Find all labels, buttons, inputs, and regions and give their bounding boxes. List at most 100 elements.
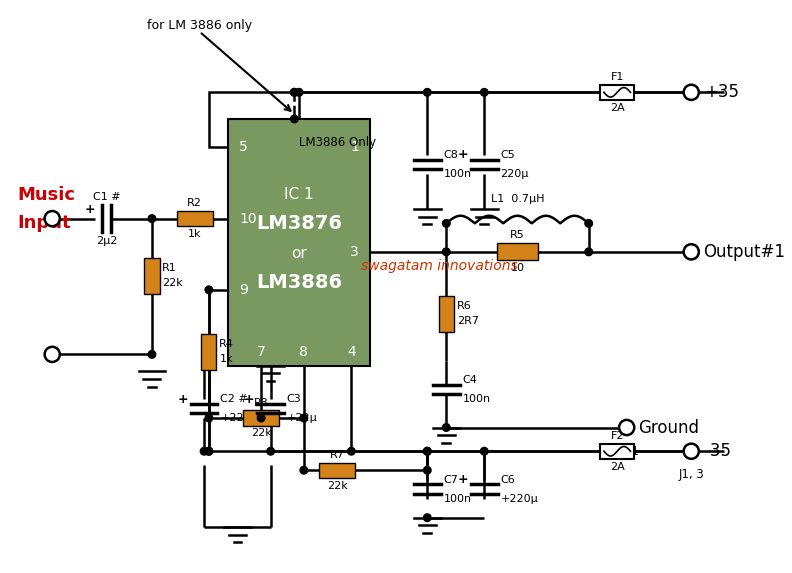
- Circle shape: [205, 286, 213, 293]
- Text: L1  0.7μH: L1 0.7μH: [491, 194, 544, 205]
- Text: 100n: 100n: [444, 494, 471, 504]
- Circle shape: [683, 244, 699, 260]
- Circle shape: [148, 351, 156, 358]
- Text: 220μ: 220μ: [501, 169, 529, 179]
- Text: R7: R7: [329, 450, 345, 460]
- Circle shape: [291, 88, 298, 96]
- Bar: [600, 85, 634, 100]
- Circle shape: [300, 466, 307, 474]
- Text: C5: C5: [501, 150, 515, 160]
- Text: or: or: [291, 246, 307, 261]
- Bar: [497, 244, 539, 260]
- Text: Input: Input: [17, 214, 70, 233]
- Circle shape: [424, 466, 431, 474]
- Text: 10: 10: [239, 211, 257, 226]
- Text: R2: R2: [187, 198, 202, 208]
- Circle shape: [200, 448, 208, 455]
- Circle shape: [291, 115, 298, 123]
- Text: 10: 10: [511, 263, 524, 273]
- Circle shape: [683, 85, 699, 100]
- Text: 8: 8: [299, 344, 308, 359]
- Text: for LM 3886 only: for LM 3886 only: [147, 19, 253, 32]
- Text: LM3886: LM3886: [256, 273, 342, 292]
- Text: 100n: 100n: [463, 394, 490, 404]
- Text: J1, 3: J1, 3: [679, 468, 704, 481]
- Text: IC 1: IC 1: [284, 187, 314, 202]
- Circle shape: [443, 219, 450, 227]
- Text: J1, 1: J1, 1: [614, 445, 640, 458]
- Bar: [243, 410, 279, 426]
- Circle shape: [291, 88, 298, 96]
- Circle shape: [205, 448, 213, 455]
- Circle shape: [257, 414, 265, 422]
- Text: 2μ2: 2μ2: [96, 236, 117, 246]
- Text: C3: C3: [287, 394, 302, 404]
- Text: -35: -35: [705, 442, 732, 460]
- Circle shape: [443, 423, 450, 431]
- Text: R1: R1: [162, 263, 177, 273]
- Text: +35: +35: [705, 83, 740, 101]
- Text: 2R7: 2R7: [457, 316, 478, 326]
- Bar: [228, 119, 371, 366]
- Circle shape: [205, 448, 213, 455]
- Text: 22k: 22k: [251, 429, 272, 438]
- Circle shape: [481, 88, 488, 96]
- Text: 22k: 22k: [327, 481, 348, 490]
- Circle shape: [205, 414, 213, 422]
- Text: +: +: [458, 148, 468, 162]
- Bar: [439, 296, 454, 332]
- Text: LM3886 Only: LM3886 Only: [299, 136, 376, 149]
- Text: 1k: 1k: [219, 354, 233, 364]
- Text: R4: R4: [219, 339, 234, 349]
- Bar: [201, 333, 216, 370]
- Circle shape: [585, 219, 592, 227]
- Text: 1: 1: [350, 140, 359, 154]
- Text: +220μ: +220μ: [501, 494, 538, 504]
- Text: 4: 4: [347, 344, 356, 359]
- Circle shape: [424, 448, 431, 455]
- Circle shape: [295, 88, 303, 96]
- Text: C7: C7: [444, 474, 459, 485]
- Text: 3: 3: [350, 245, 359, 259]
- Circle shape: [424, 448, 431, 455]
- Text: R5: R5: [510, 230, 525, 241]
- Text: C8: C8: [444, 150, 459, 160]
- Text: +22μ: +22μ: [220, 413, 251, 423]
- Text: 22k: 22k: [162, 278, 183, 288]
- Text: C6: C6: [501, 474, 515, 485]
- Text: 1k: 1k: [188, 229, 201, 239]
- Text: C2 #: C2 #: [220, 394, 248, 404]
- Circle shape: [585, 248, 592, 256]
- Circle shape: [348, 448, 355, 455]
- Text: F2: F2: [611, 431, 624, 441]
- Text: 5: 5: [239, 140, 248, 154]
- Text: C4: C4: [463, 375, 478, 385]
- Text: +: +: [85, 203, 96, 215]
- Bar: [319, 462, 355, 478]
- Text: Output#1: Output#1: [703, 243, 785, 261]
- Text: +: +: [458, 473, 468, 486]
- Circle shape: [44, 347, 60, 362]
- Circle shape: [300, 414, 307, 422]
- Text: R6: R6: [457, 301, 471, 311]
- Text: swagatam innovations: swagatam innovations: [361, 259, 517, 273]
- Bar: [600, 444, 634, 459]
- Text: 2A: 2A: [610, 103, 625, 113]
- Circle shape: [148, 215, 156, 222]
- Text: F1: F1: [611, 72, 624, 82]
- Text: Ground: Ground: [638, 418, 699, 437]
- Circle shape: [619, 420, 634, 435]
- Circle shape: [424, 88, 431, 96]
- Circle shape: [44, 211, 60, 226]
- Text: R3: R3: [253, 398, 268, 407]
- Text: +: +: [177, 393, 188, 406]
- Text: 2A: 2A: [610, 462, 625, 472]
- Text: Music: Music: [17, 186, 75, 204]
- Text: 100n: 100n: [444, 169, 471, 179]
- Text: +22μ: +22μ: [287, 413, 318, 423]
- Bar: [177, 211, 213, 226]
- Text: C1 #: C1 #: [93, 191, 120, 202]
- Circle shape: [424, 514, 431, 521]
- Text: 9: 9: [239, 283, 248, 297]
- Circle shape: [267, 448, 274, 455]
